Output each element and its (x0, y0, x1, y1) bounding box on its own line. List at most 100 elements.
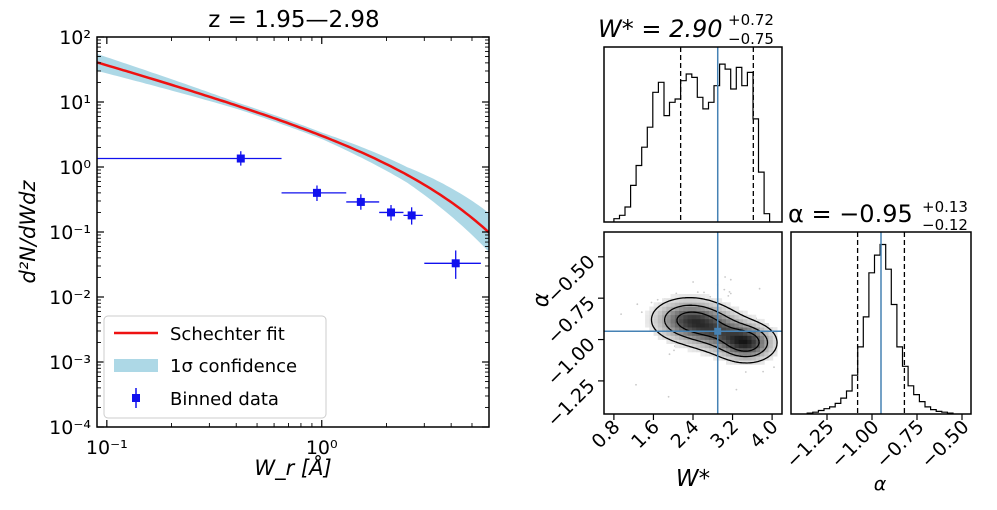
wstar-title-main: W* = 2.90 (598, 15, 723, 43)
density-cell (708, 335, 714, 340)
density-cell (721, 323, 727, 328)
density-cell (738, 339, 744, 344)
density-cell (708, 302, 714, 307)
density-cell (772, 343, 778, 349)
density-cell (653, 318, 659, 324)
density-cell (730, 356, 735, 361)
density-cell (734, 314, 740, 320)
density-cell (760, 347, 765, 353)
density-cell (717, 356, 723, 361)
density-cell (768, 339, 774, 344)
density-cell (666, 318, 672, 324)
joint-x-tick-label-3: 3.2 (706, 416, 743, 453)
density-cell (743, 310, 748, 316)
density-cell (687, 331, 693, 336)
density-cell (708, 331, 714, 336)
density-cell (662, 314, 667, 320)
density-cell (713, 323, 718, 328)
joint-panel: 0.8 1.6 2.4 3.2 4.0−0.50−0.75−1.00−1.25 W* α (529, 231, 783, 492)
density-cell (674, 298, 680, 303)
density-cell (747, 339, 752, 344)
legend-band-label: 1σ confidence (170, 356, 297, 377)
density-cell (743, 327, 748, 332)
data-point-3 (379, 205, 404, 221)
density-cell (738, 331, 744, 336)
density-cell (683, 298, 689, 303)
density-cell (657, 318, 663, 324)
density-cell (764, 352, 769, 357)
density-cell (662, 298, 667, 303)
alpha-title-main: α = −0.95 (788, 200, 913, 228)
density-cell (653, 314, 659, 320)
sample-point (729, 278, 732, 281)
legend-band-swatch (114, 359, 158, 372)
density-cell (730, 347, 735, 353)
data-marker (387, 208, 396, 217)
density-cell (772, 331, 778, 336)
joint-ylabel: α (529, 292, 554, 307)
density-cell (726, 318, 731, 324)
density-cell (687, 306, 693, 311)
density-cell (772, 339, 778, 344)
sample-point (668, 353, 671, 356)
density-cell (700, 302, 706, 307)
density-cell (755, 339, 761, 344)
density-cell (679, 298, 684, 303)
density-cell (683, 302, 689, 307)
density-cell (747, 331, 752, 336)
density-cell (696, 314, 701, 320)
density-cell (704, 318, 710, 324)
y-tick-label-6: 10² (59, 27, 91, 49)
density-cell (700, 352, 706, 357)
density-cell (751, 352, 757, 357)
density-cell (726, 356, 731, 361)
density-cell (683, 339, 689, 344)
density-cell (726, 347, 731, 353)
density-cell (713, 302, 718, 307)
data-marker (312, 188, 321, 197)
density-cell (704, 352, 710, 357)
density-cell (704, 327, 710, 332)
density-cell (670, 294, 676, 299)
density-cell (691, 347, 697, 353)
density-cell (730, 360, 735, 365)
sample-point (762, 370, 764, 373)
density-cell (679, 339, 684, 344)
density-cell (721, 310, 727, 316)
alpha-x-tick-label-3: −0.50 (917, 416, 974, 473)
density-cell (687, 323, 693, 328)
density-cell (708, 318, 714, 324)
density-cell (696, 298, 701, 303)
density-cell (691, 318, 697, 324)
density-cell (704, 331, 710, 336)
density-cell (662, 306, 667, 311)
density-cell (649, 327, 654, 332)
density-cell (743, 343, 748, 349)
alpha-title-sub: −0.12 (922, 216, 968, 234)
density-cell (687, 335, 693, 340)
density-cell (657, 327, 663, 332)
sample-point (758, 287, 761, 290)
wstar-histogram (613, 63, 771, 222)
density-cell (721, 331, 727, 336)
density-cell (696, 306, 701, 311)
density-cell (679, 294, 684, 299)
density-cell (755, 347, 761, 353)
density-cell (683, 318, 689, 324)
density-cell (674, 306, 680, 311)
density-cell (726, 323, 731, 328)
density-cell (768, 347, 774, 353)
sample-point (728, 291, 731, 293)
density-cell (666, 302, 672, 307)
density-cell (755, 318, 761, 324)
data-point-1 (281, 185, 347, 201)
density-cell (700, 331, 706, 336)
density-cell (730, 310, 735, 316)
schechter-fit-line (97, 61, 489, 234)
density-cell (662, 302, 667, 307)
density-cell (747, 343, 752, 349)
density-cell (696, 339, 701, 344)
density-cell (760, 339, 765, 344)
density-cell (696, 335, 701, 340)
